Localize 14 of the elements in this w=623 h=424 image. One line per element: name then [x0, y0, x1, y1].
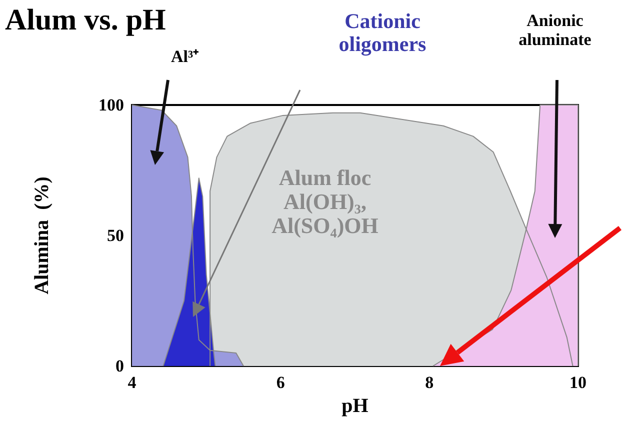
chart-title: Alum vs. pH — [5, 4, 166, 36]
x-tick-label: 8 — [425, 373, 434, 392]
text: Anionic aluminate — [518, 11, 592, 50]
x-axis-title: pH — [342, 394, 369, 417]
text: Cationic oligomers — [338, 9, 428, 56]
y-axis-title: Alumina (%) — [31, 176, 53, 294]
x-tick-label: 4 — [128, 373, 137, 392]
annotation: Alum floc Al(OH)₃, Al(SO₄)OH — [270, 165, 380, 239]
y-tick-label: 100 — [98, 96, 124, 114]
text: Al³⁺ — [170, 47, 200, 67]
x-tick-label: 10 — [570, 373, 586, 392]
y-tick-label: 50 — [107, 226, 124, 245]
x-tick-label: 6 — [276, 373, 285, 392]
y-tick-label: 0 — [116, 356, 124, 376]
